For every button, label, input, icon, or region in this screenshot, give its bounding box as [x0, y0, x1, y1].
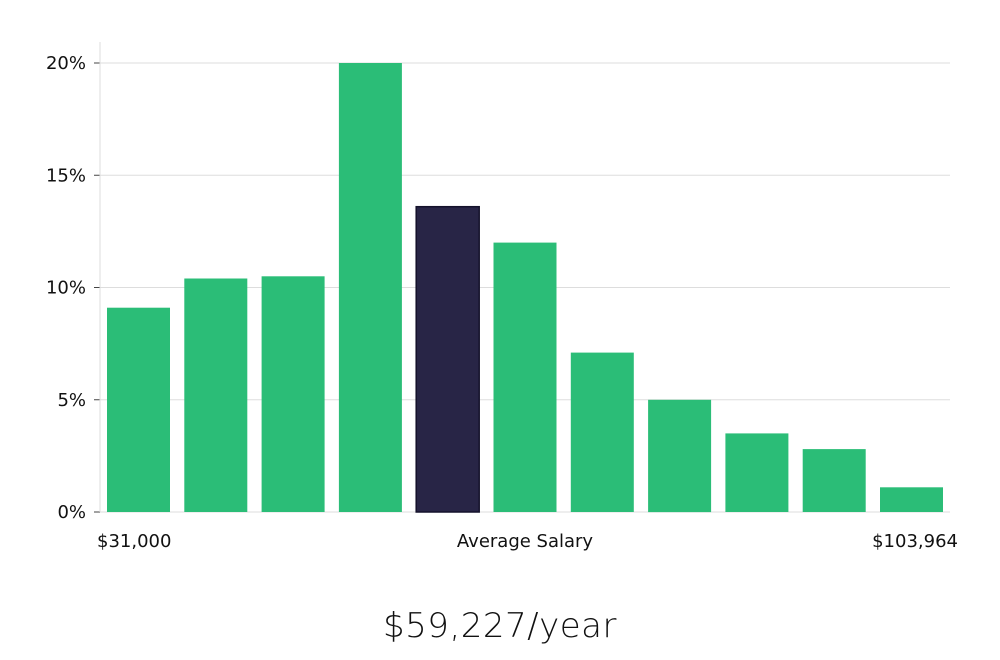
y-tick-label: 5%: [57, 390, 86, 411]
y-tick-label: 0%: [57, 502, 86, 523]
x-label-max: $103,964: [872, 531, 958, 552]
bar: [802, 449, 866, 512]
x-label-average-salary: Average Salary: [457, 531, 594, 552]
x-label-min: $31,000: [97, 531, 171, 552]
bar: [338, 63, 402, 512]
bar: [493, 242, 557, 512]
bar: [648, 399, 712, 513]
bar: [570, 352, 634, 512]
bar: [725, 433, 789, 512]
bar-average-salary: [415, 205, 480, 513]
y-tick-label: 10%: [46, 278, 86, 299]
bar: [184, 278, 248, 512]
y-tick-labels: 0% 5% 10% 15% 20%: [46, 53, 86, 523]
y-tick-label: 20%: [46, 53, 86, 74]
bar: [107, 307, 170, 512]
y-tick-label: 15%: [46, 165, 86, 186]
bar: [261, 276, 325, 512]
salary-distribution-chart: 0% 5% 10% 15% 20% $31,000 Average Salary $10…: [46, 42, 958, 552]
bars: [107, 63, 943, 513]
bar: [880, 487, 943, 512]
average-salary-value: $59,227/year: [383, 606, 617, 646]
